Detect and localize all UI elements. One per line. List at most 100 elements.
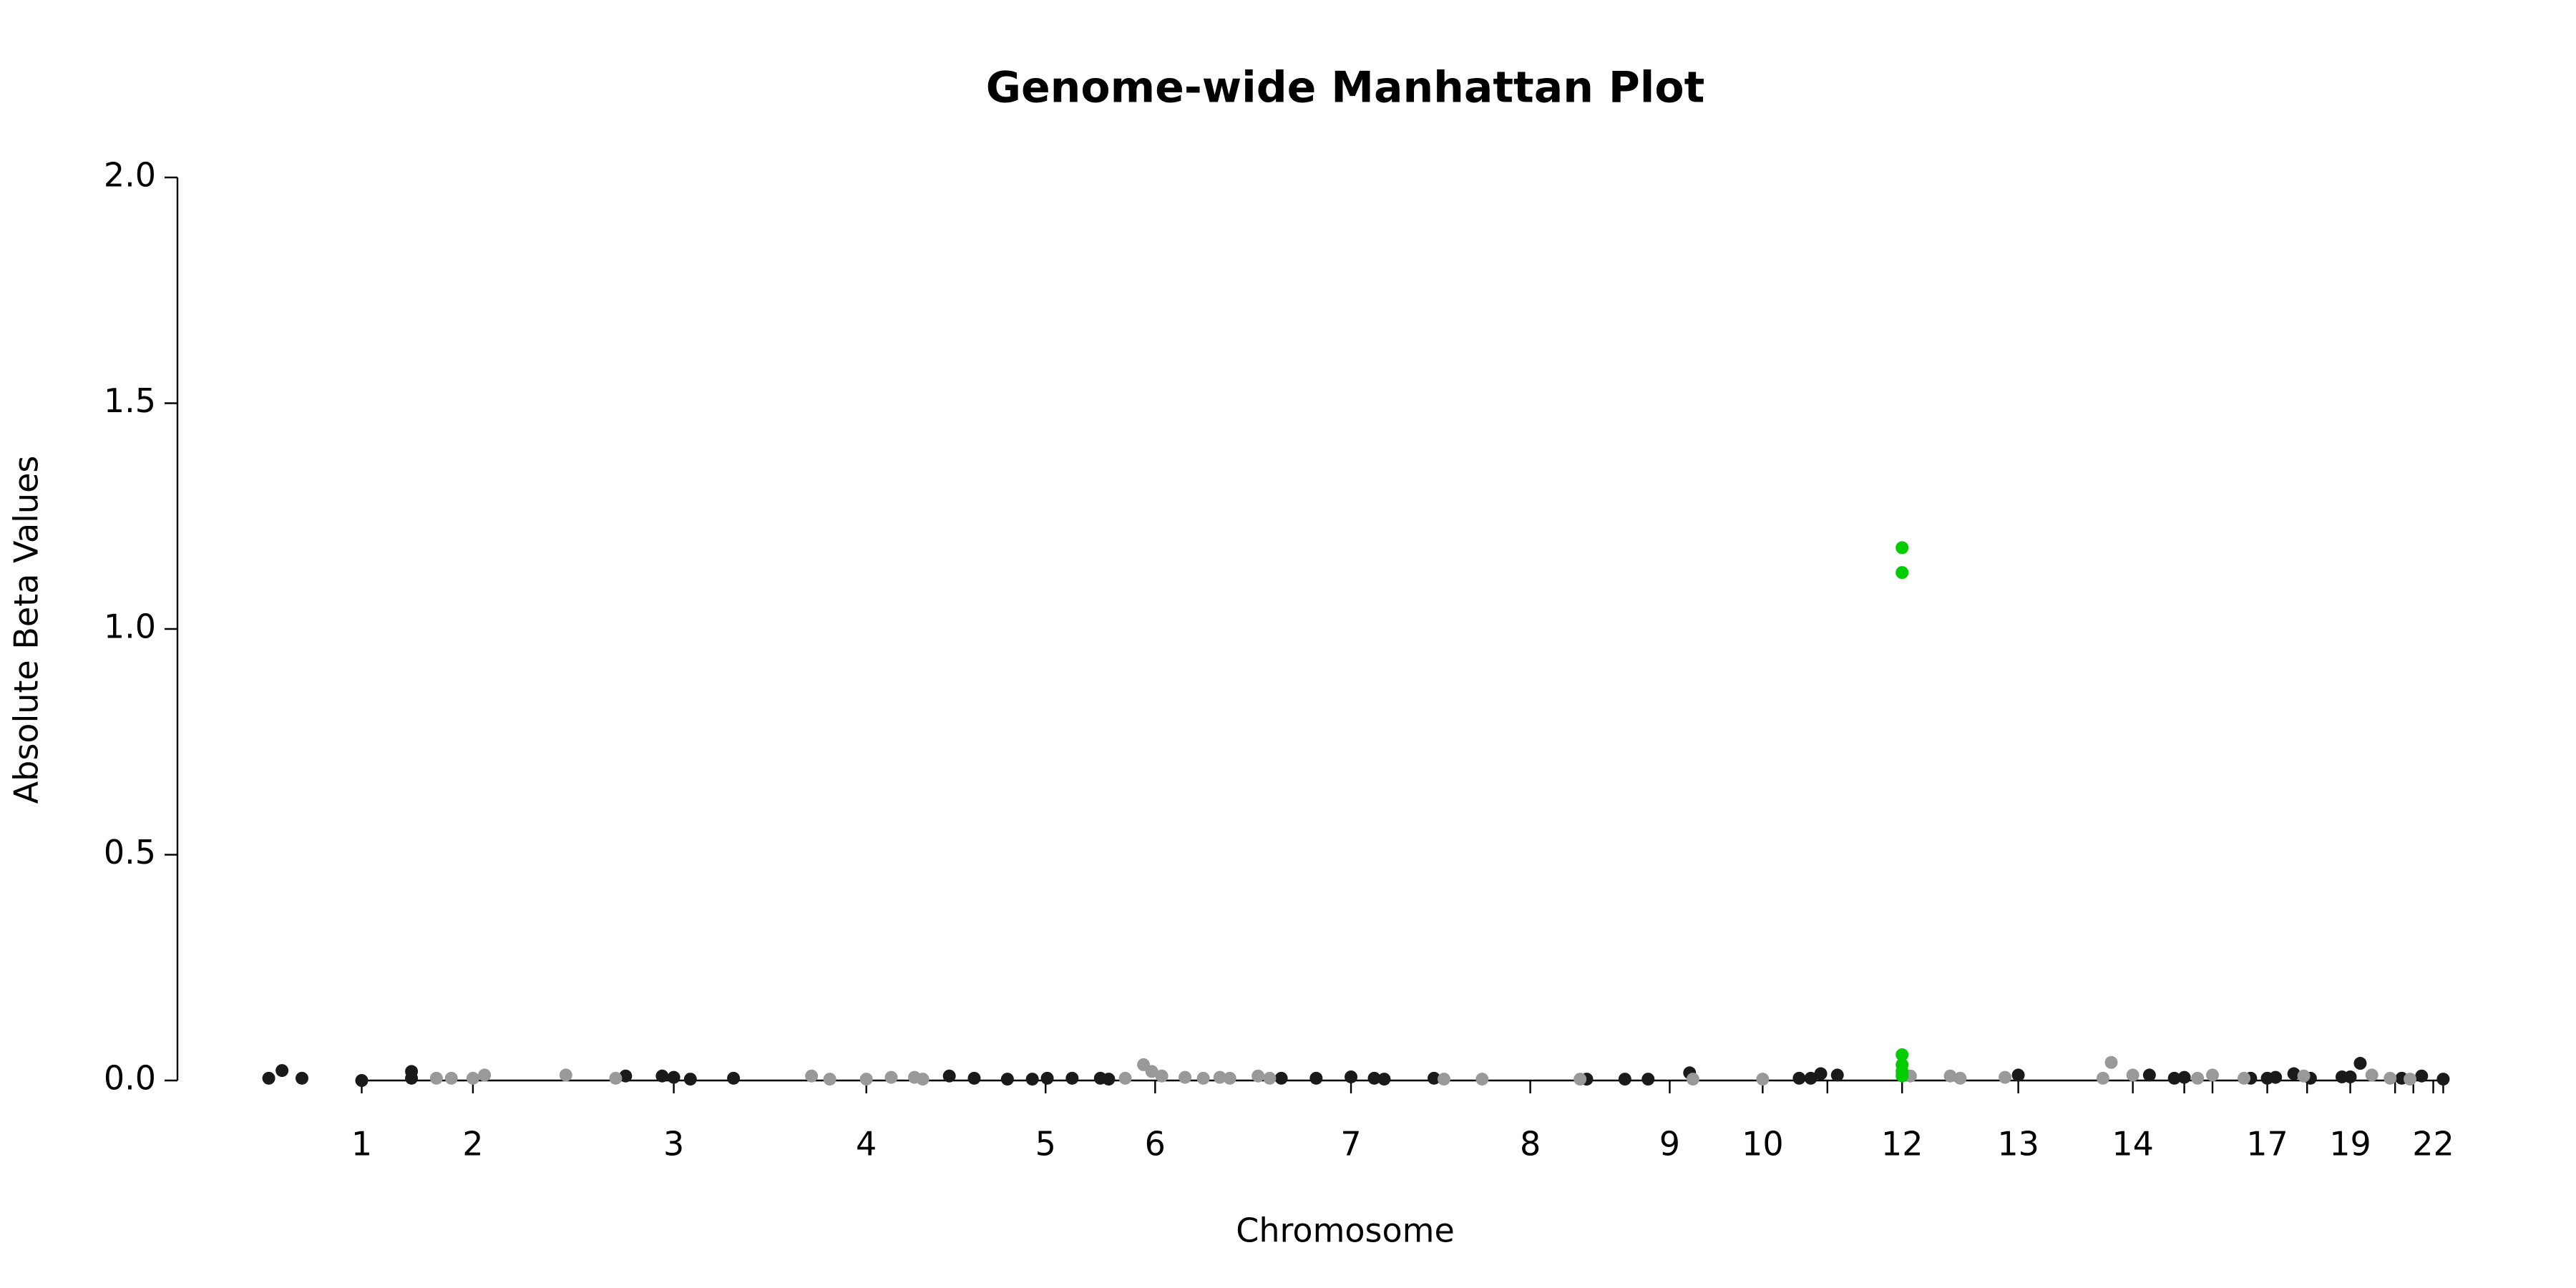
point <box>1274 1071 1288 1085</box>
chart-title: Genome-wide Manhattan Plot <box>986 63 1705 113</box>
point <box>262 1071 275 1085</box>
point <box>1263 1071 1277 1085</box>
x-tick-label: 9 <box>1659 1125 1680 1163</box>
point <box>559 1068 572 1082</box>
point <box>916 1073 930 1086</box>
x-tick-label: 14 <box>2112 1125 2154 1163</box>
point <box>942 1069 956 1083</box>
point <box>1213 1070 1226 1084</box>
x-tick-label: 6 <box>1145 1125 1166 1163</box>
point <box>1896 1048 1909 1062</box>
point <box>1814 1067 1828 1080</box>
point <box>1618 1073 1631 1086</box>
point <box>2404 1073 2417 1086</box>
point <box>2011 1068 2025 1082</box>
x-tick-label: 10 <box>1742 1125 1784 1163</box>
point <box>2205 1068 2219 1082</box>
point <box>405 1071 419 1085</box>
point <box>1574 1073 1587 1086</box>
point <box>1309 1071 1323 1085</box>
point <box>967 1071 981 1085</box>
x-tick-label: 3 <box>663 1125 684 1163</box>
point <box>667 1070 680 1084</box>
point <box>1686 1073 1699 1086</box>
point <box>1999 1070 2012 1084</box>
x-tick-label: 8 <box>1520 1125 1541 1163</box>
point <box>1155 1069 1169 1083</box>
point <box>1428 1071 1441 1085</box>
point <box>609 1071 623 1085</box>
point <box>1943 1069 1957 1083</box>
point <box>619 1069 633 1083</box>
point <box>2365 1068 2379 1082</box>
point <box>1000 1073 1014 1086</box>
point <box>1377 1073 1391 1086</box>
point <box>2177 1070 2191 1084</box>
point <box>1367 1071 1381 1085</box>
point <box>2269 1070 2283 1084</box>
x-axis-label: Chromosome <box>1236 1211 1455 1250</box>
x-tick-label: 1 <box>351 1125 372 1163</box>
x-tick-label: 2 <box>462 1125 483 1163</box>
point <box>2191 1071 2205 1085</box>
point <box>2287 1067 2301 1080</box>
y-tick-label: 1.0 <box>104 608 156 646</box>
y-tick-label: 1.5 <box>104 381 156 420</box>
point <box>1040 1071 1054 1085</box>
point <box>1804 1071 1818 1085</box>
y-tick-label: 0.0 <box>104 1059 156 1098</box>
point <box>1102 1073 1116 1086</box>
point <box>683 1073 697 1086</box>
x-tick-label: 19 <box>2329 1125 2371 1163</box>
point <box>1792 1071 1806 1085</box>
point <box>884 1070 898 1084</box>
point <box>2297 1069 2311 1083</box>
x-tick-label: 22 <box>2412 1125 2454 1163</box>
point <box>1223 1071 1236 1085</box>
point <box>1179 1070 1192 1084</box>
point <box>2167 1071 2181 1085</box>
point <box>1345 1070 1358 1083</box>
point <box>275 1064 289 1078</box>
point <box>1896 1069 1909 1083</box>
point <box>1118 1071 1132 1085</box>
point <box>466 1071 479 1085</box>
point <box>2343 1070 2357 1083</box>
x-tick-label: 17 <box>2246 1125 2288 1163</box>
point <box>1896 541 1909 555</box>
x-tick-label: 12 <box>1881 1125 1923 1163</box>
point <box>444 1071 458 1085</box>
point <box>2142 1068 2156 1082</box>
y-tick-label: 0.5 <box>104 833 156 872</box>
point <box>1145 1065 1158 1078</box>
point <box>1896 566 1909 580</box>
point <box>478 1068 492 1082</box>
point <box>2238 1071 2251 1085</box>
point <box>2096 1071 2109 1085</box>
point <box>2126 1068 2140 1082</box>
y-tick-label: 2.0 <box>104 156 156 195</box>
point <box>2436 1073 2450 1086</box>
point <box>1252 1069 1265 1083</box>
point <box>1025 1073 1039 1086</box>
point <box>1756 1073 1770 1086</box>
point <box>1641 1073 1655 1086</box>
point <box>2415 1069 2429 1083</box>
point <box>2353 1057 2367 1070</box>
y-axis-label: Absolute Beta Values <box>7 456 46 804</box>
point <box>823 1073 836 1086</box>
point <box>859 1073 873 1086</box>
point <box>1475 1073 1489 1086</box>
x-tick-label: 13 <box>1997 1125 2039 1163</box>
point <box>1953 1071 1967 1085</box>
point <box>1065 1071 1079 1085</box>
point <box>1437 1073 1450 1086</box>
point <box>2384 1071 2397 1085</box>
point <box>355 1074 369 1087</box>
point <box>1196 1071 1210 1085</box>
point <box>655 1069 669 1083</box>
x-tick-label: 7 <box>1340 1125 1361 1163</box>
x-tick-label: 5 <box>1035 1125 1056 1163</box>
